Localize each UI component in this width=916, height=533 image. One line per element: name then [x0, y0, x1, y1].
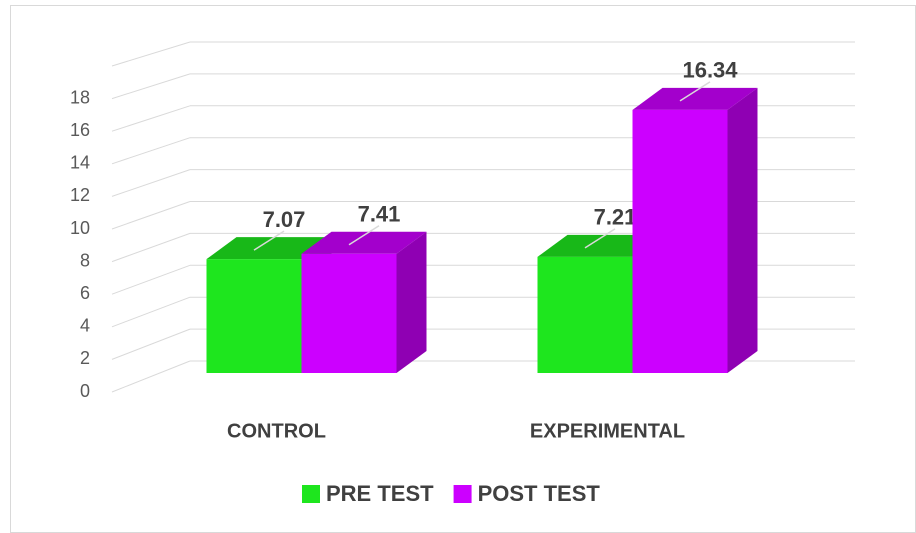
leader-line [253, 230, 285, 251]
bar-top [206, 237, 332, 260]
legend-label: PRE TEST [326, 481, 434, 506]
y-tick-label: 14 [70, 153, 90, 173]
legend-swatch [453, 485, 472, 503]
y-tick-label: 6 [80, 283, 90, 303]
data-label: 7.21 [594, 205, 637, 230]
x-tick-label: EXPERIMENTAL [530, 420, 685, 442]
bar-top [301, 231, 427, 254]
bar-front [537, 256, 633, 373]
y-tick-label: 18 [70, 87, 90, 107]
bar-top [537, 234, 663, 257]
bar-front [301, 253, 397, 373]
grid-line [111, 201, 191, 230]
y-tick-label: 4 [80, 316, 90, 336]
bar-top [632, 87, 758, 110]
bar-side [396, 231, 427, 373]
wall-edge [111, 41, 191, 67]
grid-line [111, 360, 191, 393]
legend-swatch [302, 485, 320, 503]
grid-line [111, 137, 191, 165]
bar-front [632, 109, 728, 374]
grid-line [111, 264, 191, 295]
grid-line [111, 296, 191, 328]
bar-side [727, 87, 758, 374]
grid-line [111, 73, 191, 100]
grid-line [111, 232, 191, 263]
y-tick-label: 8 [80, 250, 90, 270]
grid-line [111, 328, 191, 360]
data-label: 7.41 [358, 202, 401, 227]
bar [301, 231, 427, 373]
x-tick-label: CONTROL [227, 420, 326, 442]
y-tick-label: 0 [80, 381, 90, 401]
legend-label: POST TEST [478, 481, 601, 506]
y-tick-label: 2 [80, 348, 90, 368]
bar [632, 87, 758, 374]
grid-line [111, 105, 191, 132]
leader-line [584, 228, 616, 249]
grid-line [111, 169, 191, 197]
y-tick-label: 10 [70, 218, 90, 238]
y-tick-label: 16 [70, 120, 90, 140]
y-tick-label: 12 [70, 185, 90, 205]
bar-front [206, 259, 302, 373]
data-label: 16.34 [682, 58, 738, 83]
leader-line [348, 225, 380, 246]
data-label: 7.07 [263, 207, 306, 232]
leader-line [679, 81, 711, 102]
chart-frame [10, 5, 916, 533]
